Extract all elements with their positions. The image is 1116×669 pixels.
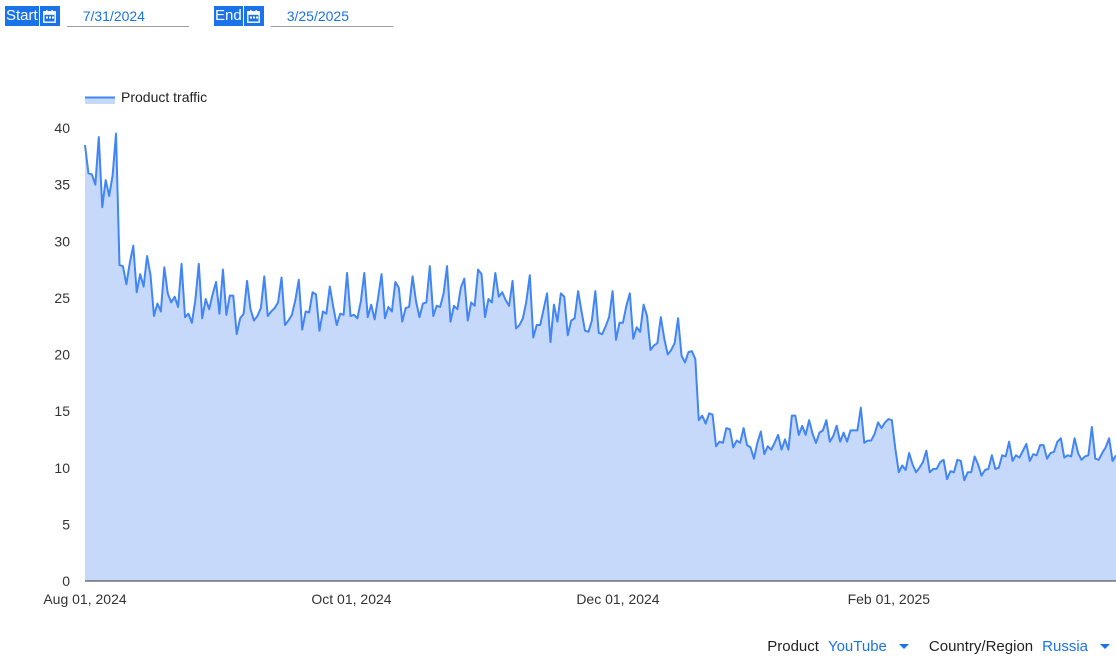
- y-tick-label: 40: [54, 120, 70, 136]
- start-calendar-button[interactable]: [39, 6, 60, 26]
- traffic-line: [84, 132, 1116, 482]
- product-label: Product: [767, 637, 819, 655]
- region-select[interactable]: Russia: [1042, 637, 1088, 655]
- y-tick-label: 35: [54, 177, 70, 193]
- start-date-group: Start: [5, 5, 189, 27]
- y-tick-label: 20: [54, 347, 70, 363]
- y-tick-label: 0: [62, 573, 70, 589]
- calendar-icon: [43, 9, 57, 23]
- start-label: Start: [5, 6, 39, 26]
- dropdown-arrow-icon[interactable]: [898, 643, 909, 649]
- dropdown-arrow-icon[interactable]: [1100, 643, 1110, 649]
- x-tick-label: Oct 01, 2024: [311, 591, 391, 607]
- filter-bar: Product YouTube Country/Region Russia: [767, 636, 1110, 656]
- y-tick-label: 10: [54, 460, 70, 476]
- x-tick-label: Aug 01, 2024: [43, 591, 127, 607]
- traffic-chart: Product traffic 0 5 10 15 20 25 30 35 40 Aug 01,…: [43, 89, 1116, 607]
- start-date-input[interactable]: [66, 5, 189, 27]
- end-date-input[interactable]: [270, 5, 393, 27]
- product-select[interactable]: YouTube: [827, 637, 887, 655]
- end-date-group: End: [214, 5, 393, 27]
- y-tick-label: 25: [54, 290, 70, 306]
- legend-swatch: [85, 97, 115, 104]
- x-tick-label: Dec 01, 2024: [576, 591, 659, 607]
- end-calendar-button[interactable]: [243, 6, 264, 26]
- region-label: Country/Region: [928, 637, 1034, 655]
- y-tick-label: 15: [54, 403, 70, 419]
- traffic-area: [85, 133, 1116, 581]
- chart-legend: Product traffic: [85, 89, 207, 105]
- x-axis: Aug 01, 2024 Oct 01, 2024 Dec 01, 2024 Feb …: [43, 591, 930, 607]
- calendar-icon: [247, 9, 261, 23]
- x-tick-label: Feb 01, 2025: [848, 591, 931, 607]
- end-label: End: [214, 6, 243, 26]
- legend-label: Product traffic: [121, 89, 207, 105]
- y-tick-label: 5: [62, 516, 70, 532]
- y-axis: 0 5 10 15 20 25 30 35 40: [54, 120, 70, 589]
- y-tick-label: 30: [54, 233, 70, 249]
